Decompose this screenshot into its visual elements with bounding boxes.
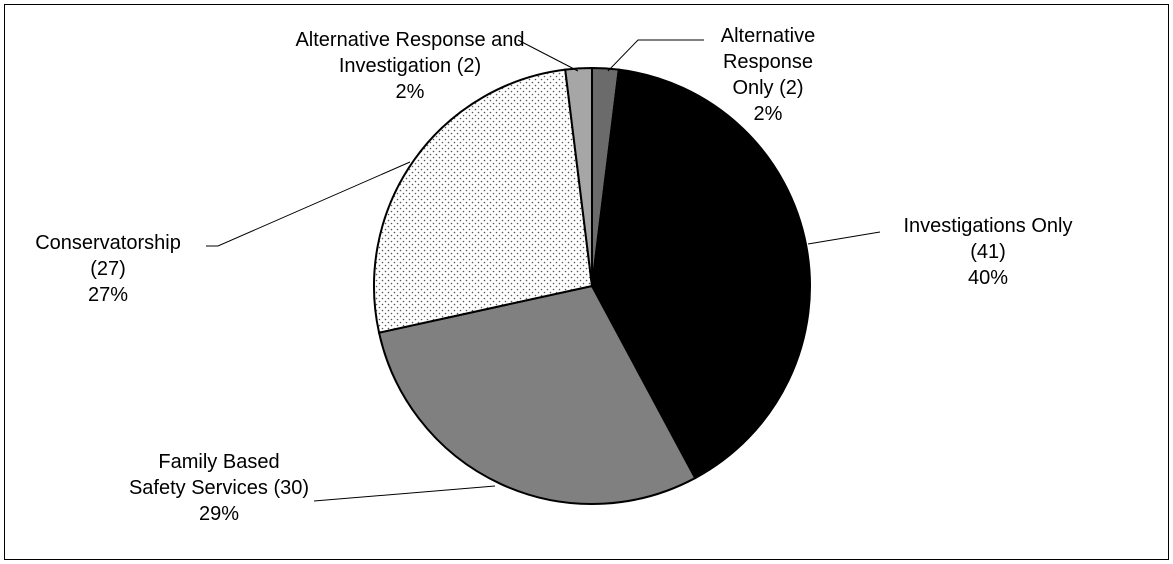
data-label: Family Based Safety Services (30) 29%	[129, 451, 309, 525]
leader-line	[607, 39, 704, 72]
data-label-line: 40%	[968, 267, 1008, 289]
pie-slice-investigations-only	[590, 68, 811, 480]
data-label-line: 29%	[199, 503, 239, 525]
data-label: Alternative Response and Investigation (2…	[295, 29, 524, 103]
leader-line	[313, 485, 496, 502]
data-label: Investigations Only (41) 40%	[904, 215, 1073, 289]
data-label-line: Alternative Response and	[295, 29, 524, 51]
data-label-line: (41)	[970, 241, 1006, 263]
data-label-line: 27%	[88, 284, 128, 306]
data-label-line: 2%	[396, 81, 425, 103]
pie-slice-conservatorship	[373, 68, 594, 334]
pie-slice-alternative-response-and-investigation	[564, 66, 593, 287]
data-label-line: Investigations Only	[904, 215, 1073, 237]
data-label-line: Investigation (2)	[339, 55, 481, 77]
data-label-line: Response	[723, 51, 813, 73]
data-label: Alternative Response Only (2) 2%	[721, 25, 816, 125]
data-label-line: Safety Services (30)	[129, 477, 309, 499]
data-label-line: 2%	[754, 103, 783, 125]
data-label-line: Only (2)	[732, 77, 803, 99]
leader-line	[807, 231, 881, 245]
data-label: Conservatorship (27) 27%	[35, 232, 181, 306]
data-label-line: Conservatorship	[35, 232, 181, 254]
leader-line	[206, 161, 411, 247]
data-label-line: Alternative	[721, 25, 816, 47]
pie-slice-family-based-safety-services	[377, 284, 697, 505]
data-label-line: (27)	[90, 258, 126, 280]
leader-line	[517, 39, 579, 72]
data-label-line: Family Based	[158, 451, 279, 473]
